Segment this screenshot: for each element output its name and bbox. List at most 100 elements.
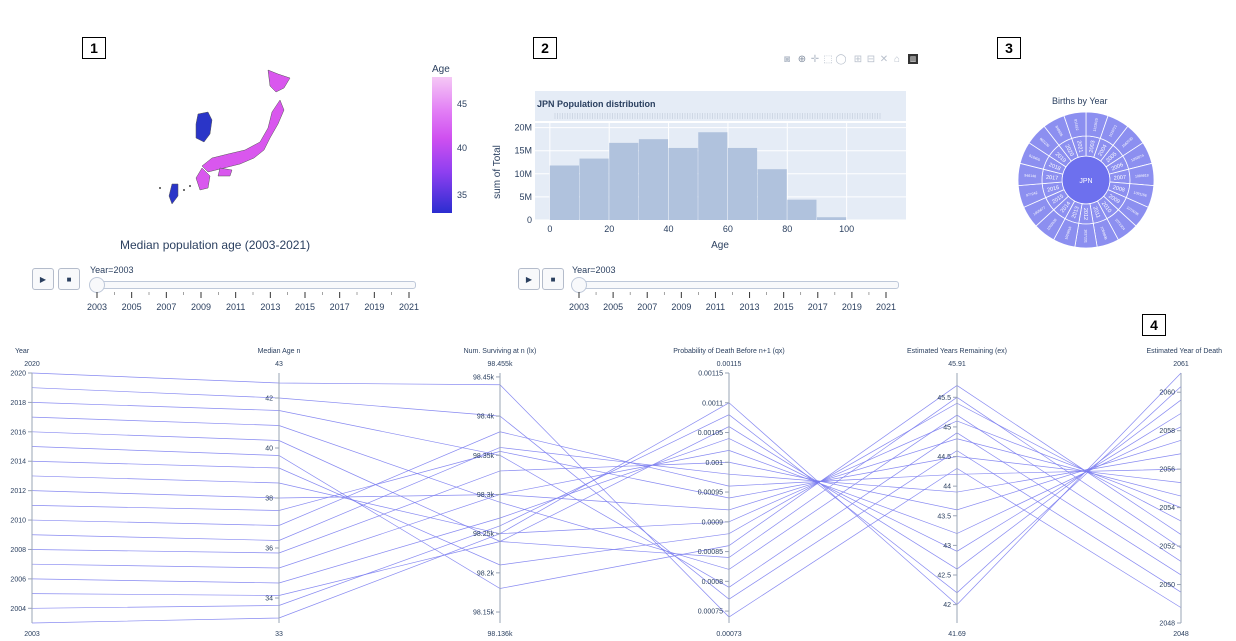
pc-axis-label[interactable]: Year (15, 348, 30, 355)
camera-icon[interactable]: ◙ (783, 53, 791, 65)
pc-axis-tick-label: 0.00115 (698, 371, 723, 378)
pc-line[interactable] (31, 414, 1182, 570)
histogram-x-tick-label: 100 (839, 224, 854, 234)
colorbar-title: Age (432, 64, 450, 75)
sunburst-title: Births by Year (1052, 96, 1108, 106)
japan-hokkaido-shape[interactable] (267, 69, 291, 93)
zoom-out-icon[interactable]: ⊟ (866, 53, 876, 65)
pc-axis-label[interactable]: Estimated Year of Death (1147, 348, 1223, 355)
map-geo[interactable] (150, 60, 450, 220)
pc-axis-tick-label: 0.001 (705, 460, 723, 467)
box-select-icon[interactable]: ⬚ (823, 53, 833, 65)
pc-line[interactable] (31, 451, 1182, 511)
histogram-stop-button[interactable]: ■ (542, 268, 564, 290)
korea-shape[interactable] (195, 111, 213, 143)
zoom-in-icon[interactable]: ⊞ (853, 53, 863, 65)
pc-line[interactable] (31, 399, 1182, 596)
pc-line[interactable] (31, 372, 1182, 624)
pc-line[interactable] (31, 426, 1182, 569)
pc-line[interactable] (31, 439, 1182, 554)
slider-tick-label: 2015 (774, 302, 794, 312)
taiwan-shape[interactable] (168, 183, 179, 205)
pc-axis-range-top: 98.455k (488, 361, 513, 368)
histogram-x-axis-title: Age (711, 240, 729, 251)
stop-button[interactable]: ■ (58, 268, 80, 290)
japan-honshu-shape[interactable] (201, 99, 285, 173)
slider-tick-label: 2013 (260, 302, 280, 312)
pan-icon[interactable]: ✛ (810, 53, 820, 65)
histogram-chart: JPN Population distribution 0 5M 10M 15M 20M… (492, 91, 906, 251)
histogram-bar[interactable] (579, 158, 609, 220)
sunburst-births-label: 1029816 (1064, 226, 1072, 240)
sunburst-births-label: 1091156 (1133, 191, 1147, 198)
pc-line[interactable] (31, 396, 1182, 558)
histogram-play-button[interactable]: ▶ (518, 268, 540, 290)
histogram-bar[interactable] (816, 217, 847, 220)
sunburst-births-label: 811622 (1073, 119, 1079, 131)
histogram-bar[interactable] (638, 139, 669, 220)
histogram-bar[interactable] (698, 132, 728, 220)
sunburst-births-label: 1071304 (1114, 218, 1126, 231)
sunburst-year-label: 2012 (1082, 208, 1088, 220)
reset-icon[interactable]: ⌂ (893, 53, 901, 65)
pc-line[interactable] (31, 438, 1182, 511)
pc-axis-range-bottom: 41.69 (948, 631, 966, 638)
pc-line[interactable] (31, 385, 1182, 589)
pc-axis-tick-label: 44.5 (937, 454, 951, 461)
pc-axis-tick-label: 43 (943, 543, 951, 550)
pc-axis-label[interactable]: Num. Surviving at n (lx) (464, 348, 537, 355)
play-button[interactable]: ▶ (32, 268, 54, 290)
pc-line[interactable] (31, 386, 1182, 609)
pc-line[interactable] (31, 402, 1182, 566)
zoom-icon[interactable]: ⊕ (797, 53, 807, 65)
histogram-bar[interactable] (609, 142, 639, 220)
sunburst-year-label: 2009 (1107, 194, 1121, 206)
pc-axis-tick-label: 98.3k (477, 492, 495, 499)
pc-line[interactable] (31, 387, 1182, 600)
pc-axis-tick-label: 2052 (1159, 544, 1175, 551)
sunburst-chart[interactable]: JPN2003112361020041110721200510625302006… (1000, 108, 1180, 258)
year-slider-track[interactable] (90, 281, 416, 289)
japan-shikoku-shape[interactable] (217, 167, 233, 177)
sunburst-year-label: 2016 (1047, 185, 1060, 194)
pc-axis-tick-label: 42 (943, 602, 951, 609)
pc-axis-tick-label: 2048 (1159, 621, 1175, 628)
lasso-icon[interactable]: ◯ (835, 53, 847, 65)
pc-axis-tick-label: 2054 (1159, 505, 1175, 512)
pc-axis-tick-label: 2016 (10, 429, 26, 436)
pc-axis-range-top: 45.91 (948, 361, 966, 368)
histogram-bar[interactable] (787, 199, 817, 220)
histogram-bar[interactable] (668, 147, 698, 220)
histogram-x-tick-label: 0 (547, 224, 552, 234)
colorbar-tick-35: 35 (457, 190, 468, 200)
pc-line[interactable] (31, 431, 1182, 526)
pc-line[interactable] (31, 420, 1182, 535)
panel-marker-2: 2 (533, 37, 557, 59)
histogram-y-tick-label: 15M (514, 146, 532, 156)
sunburst-year-label: 2006 (1111, 162, 1125, 172)
sunburst-year-label: 2004 (1098, 144, 1109, 158)
pc-line[interactable] (31, 402, 1182, 588)
pc-line[interactable] (31, 372, 1182, 618)
histogram-bar[interactable] (549, 165, 580, 220)
histogram-title: JPN Population distribution (537, 99, 656, 109)
pc-axis-tick-label: 42.5 (937, 573, 951, 580)
histogram-bar[interactable] (727, 147, 758, 220)
pc-line[interactable] (31, 447, 1182, 541)
histogram-bar[interactable] (757, 169, 787, 220)
pc-axis-label[interactable]: Estimated Years Remaining (ex) (907, 348, 1007, 355)
plotly-logo-icon[interactable]: ▥ (908, 54, 918, 64)
slider-tick-label: 2003 (569, 302, 589, 312)
pc-line[interactable] (31, 413, 1182, 584)
pc-axis-label[interactable]: Probability of Death Before n+1 (qx) (673, 348, 784, 355)
histogram-year-slider-ticks: 2003 2005 2007 2009 2011 2013 2015 2017 2019 2021 (569, 292, 896, 312)
pc-axis-label[interactable]: Median Age n (258, 348, 301, 355)
japan-kyushu-shape[interactable] (195, 167, 211, 191)
slider-tick-label: 2011 (706, 302, 725, 312)
map-title: Median population age (2003-2021) (120, 238, 311, 252)
pc-axis-tick-label: 2008 (10, 547, 26, 554)
autoscale-icon[interactable]: ✕ (879, 53, 889, 65)
slider-tick-label: 2019 (842, 302, 862, 312)
sunburst-births-segment[interactable] (1063, 111, 1087, 139)
histogram-year-slider-track[interactable] (572, 281, 899, 289)
